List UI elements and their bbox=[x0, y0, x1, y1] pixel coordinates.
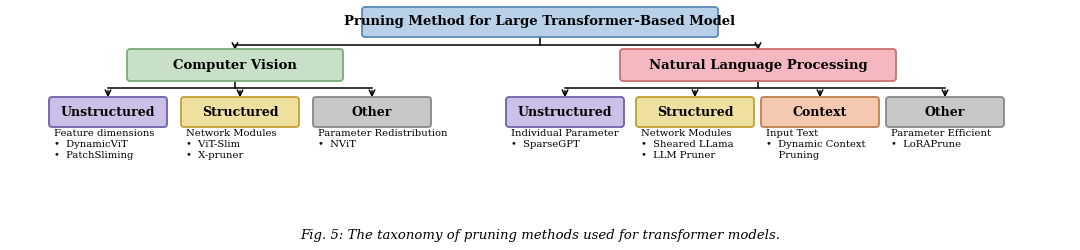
Text: •  DynamicViT: • DynamicViT bbox=[54, 140, 127, 149]
FancyBboxPatch shape bbox=[636, 97, 754, 127]
Text: •  NViT: • NViT bbox=[318, 140, 356, 149]
Text: Unstructured: Unstructured bbox=[517, 106, 612, 118]
Text: Parameter Redistribution: Parameter Redistribution bbox=[318, 129, 447, 138]
Text: Computer Vision: Computer Vision bbox=[173, 58, 297, 71]
Text: •  ViT-Slim: • ViT-Slim bbox=[186, 140, 240, 149]
FancyBboxPatch shape bbox=[313, 97, 431, 127]
Text: •  LLM Pruner: • LLM Pruner bbox=[642, 151, 715, 160]
FancyBboxPatch shape bbox=[362, 7, 718, 37]
Text: Parameter Efficient: Parameter Efficient bbox=[891, 129, 991, 138]
Text: Pruning Method for Large Transformer-Based Model: Pruning Method for Large Transformer-Bas… bbox=[345, 16, 735, 28]
Text: •  Dynamic Context: • Dynamic Context bbox=[766, 140, 865, 149]
FancyBboxPatch shape bbox=[761, 97, 879, 127]
FancyBboxPatch shape bbox=[127, 49, 343, 81]
Text: •  PatchSliming: • PatchSliming bbox=[54, 151, 133, 160]
Text: Other: Other bbox=[924, 106, 966, 118]
Text: Input Text: Input Text bbox=[766, 129, 819, 138]
Text: Fig. 5: The taxonomy of pruning methods used for transformer models.: Fig. 5: The taxonomy of pruning methods … bbox=[300, 229, 780, 242]
Text: Natural Language Processing: Natural Language Processing bbox=[649, 58, 867, 71]
FancyBboxPatch shape bbox=[620, 49, 896, 81]
Text: •  LoRAPrune: • LoRAPrune bbox=[891, 140, 961, 149]
Text: •  SparseGPT: • SparseGPT bbox=[511, 140, 580, 149]
FancyBboxPatch shape bbox=[507, 97, 624, 127]
FancyBboxPatch shape bbox=[49, 97, 167, 127]
Text: Structured: Structured bbox=[657, 106, 733, 118]
Text: Individual Parameter: Individual Parameter bbox=[511, 129, 619, 138]
Text: Structured: Structured bbox=[202, 106, 279, 118]
Text: Unstructured: Unstructured bbox=[60, 106, 156, 118]
Text: Feature dimensions: Feature dimensions bbox=[54, 129, 154, 138]
FancyBboxPatch shape bbox=[181, 97, 299, 127]
Text: Pruning: Pruning bbox=[766, 151, 820, 160]
Text: Network Modules: Network Modules bbox=[642, 129, 731, 138]
Text: •  X-pruner: • X-pruner bbox=[186, 151, 243, 160]
Text: Context: Context bbox=[793, 106, 847, 118]
Text: Other: Other bbox=[352, 106, 392, 118]
Text: Network Modules: Network Modules bbox=[186, 129, 276, 138]
Text: •  Sheared LLama: • Sheared LLama bbox=[642, 140, 733, 149]
FancyBboxPatch shape bbox=[886, 97, 1004, 127]
